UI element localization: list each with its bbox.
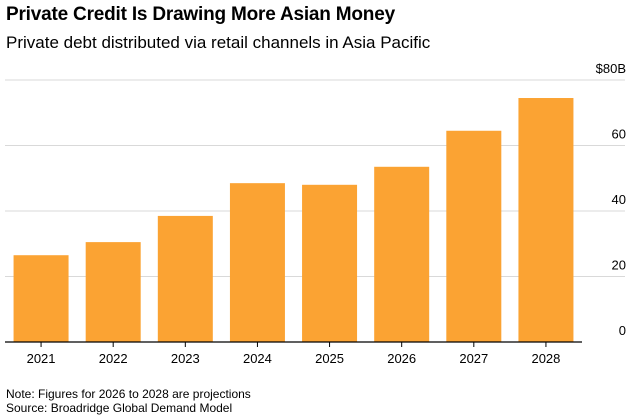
bar-2028 bbox=[518, 98, 574, 342]
x-tick-label: 2022 bbox=[99, 351, 128, 366]
y-tick-label: 40 bbox=[612, 192, 626, 207]
x-tick-label: 2024 bbox=[243, 351, 272, 366]
bar-2021 bbox=[13, 255, 69, 342]
x-tick-label: 2027 bbox=[459, 351, 488, 366]
y-tick-label: $80B bbox=[596, 61, 626, 76]
chart-subtitle: Private debt distributed via retail chan… bbox=[6, 33, 431, 52]
x-tick-label: 2028 bbox=[531, 351, 560, 366]
chart-footer: Note: Figures for 2026 to 2028 are proje… bbox=[6, 387, 251, 415]
bar-2027 bbox=[446, 130, 502, 342]
footnote: Note: Figures for 2026 to 2028 are proje… bbox=[6, 387, 251, 401]
y-tick-label: 0 bbox=[619, 323, 626, 338]
y-tick-label: 60 bbox=[612, 127, 626, 142]
chart-title: Private Credit Is Drawing More Asian Mon… bbox=[6, 4, 395, 25]
x-tick-label: 2023 bbox=[171, 351, 200, 366]
bar-2026 bbox=[374, 166, 430, 342]
bar-2023 bbox=[157, 215, 213, 342]
source-note: Source: Broadridge Global Demand Model bbox=[6, 401, 233, 415]
bar-2024 bbox=[229, 183, 285, 342]
bars bbox=[13, 98, 574, 342]
x-tick-label: 2025 bbox=[315, 351, 344, 366]
bar-2025 bbox=[302, 184, 358, 342]
y-tick-label: 20 bbox=[612, 258, 626, 273]
x-tick-label: 2026 bbox=[387, 351, 416, 366]
y-axis-ticks: 0 20 40 60 $80B bbox=[596, 61, 626, 338]
x-axis-ticks: 2021 2022 2023 2024 2025 2026 2027 2028 bbox=[27, 342, 560, 366]
x-tick-label: 2021 bbox=[27, 351, 56, 366]
bar-2022 bbox=[85, 242, 141, 342]
